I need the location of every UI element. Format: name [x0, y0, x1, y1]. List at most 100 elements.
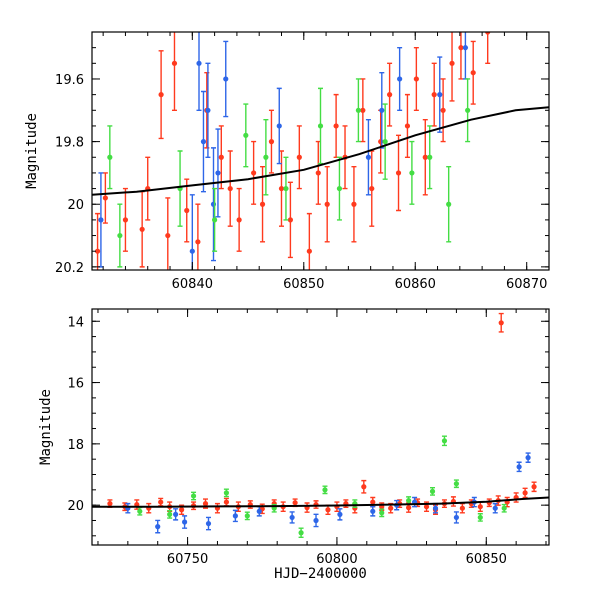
data-point: [287, 217, 294, 223]
data-point: [440, 107, 446, 113]
y-tick-label: 20.2: [55, 261, 84, 276]
data-point: [137, 508, 143, 514]
data-point: [413, 76, 419, 82]
series-2: [107, 78, 471, 268]
data-point: [236, 217, 242, 223]
data-point: [171, 60, 178, 66]
data-point: [498, 320, 504, 326]
data-point: [195, 239, 201, 245]
data-point: [189, 248, 195, 254]
data-point: [427, 154, 433, 160]
data-point: [333, 123, 339, 129]
data-point: [158, 499, 164, 505]
data-point: [283, 185, 289, 192]
y-tick-label: 14: [67, 315, 84, 330]
data-point: [244, 513, 250, 519]
y-tick-label: 19.8: [55, 136, 84, 151]
data-point: [263, 154, 269, 160]
data-point: [296, 154, 302, 160]
top-panel-zoomed-light-curve: 60840 60850 60860 60870 19.6 19.8 20 20.2 Magnit…: [24, 31, 550, 292]
y-axis-title: Magnitude: [38, 389, 54, 465]
data-point: [205, 107, 211, 113]
data-point: [306, 248, 312, 254]
data-point: [173, 511, 179, 517]
data-point: [181, 519, 188, 525]
x-tick-label: 60840: [172, 277, 213, 292]
data-point: [223, 76, 229, 82]
data-point: [324, 201, 330, 207]
data-point: [370, 499, 376, 505]
data-point: [107, 154, 113, 160]
data-point: [453, 514, 460, 521]
data-point: [276, 123, 282, 129]
plot-area: [92, 32, 549, 270]
data-point: [379, 510, 385, 516]
data-point: [210, 201, 217, 207]
data-point: [361, 484, 367, 490]
data-point: [422, 154, 428, 160]
data-point: [256, 508, 262, 514]
data-point: [431, 92, 437, 98]
trend-curve: [92, 106, 549, 196]
data-point: [227, 185, 233, 192]
data-point: [409, 170, 415, 176]
data-point: [406, 497, 412, 504]
data-point: [117, 232, 123, 239]
x-tick-label: 60750: [167, 552, 208, 567]
data-point: [441, 438, 448, 444]
data-point: [122, 217, 129, 223]
data-point: [379, 107, 385, 113]
plot-frame: [91, 308, 550, 546]
plot-frame: [91, 31, 550, 271]
x-tick-label: 60860: [395, 277, 436, 292]
data-point: [315, 170, 321, 176]
x-tick-label: 60870: [506, 277, 547, 292]
data-point: [292, 500, 298, 506]
data-point: [107, 501, 113, 507]
data-point: [232, 513, 238, 519]
data-point: [158, 92, 164, 98]
data-point: [313, 517, 319, 524]
data-point: [202, 501, 209, 507]
data-point: [218, 154, 224, 160]
data-point: [184, 207, 190, 214]
data-point: [432, 505, 439, 511]
data-point: [423, 504, 430, 510]
data-point: [167, 511, 173, 517]
data-point: [365, 154, 372, 160]
data-point: [196, 60, 202, 66]
data-point: [325, 507, 331, 513]
data-point: [336, 185, 343, 192]
y-tick-label: 20: [67, 499, 84, 514]
data-point: [155, 524, 161, 530]
data-point: [459, 505, 465, 511]
data-point: [437, 92, 443, 98]
data-point: [212, 217, 218, 223]
data-point: [462, 45, 469, 51]
data-point: [477, 504, 483, 510]
data-point: [501, 505, 507, 511]
data-point: [215, 170, 221, 176]
data-point: [355, 107, 361, 113]
data-point: [317, 123, 324, 129]
data-point: [322, 487, 328, 493]
data-point: [453, 481, 460, 487]
series-1: [125, 452, 531, 534]
x-tick-label: 60850: [283, 277, 324, 292]
bottom-panel-full-light-curve: 60750 60800 60850 14 16 18 20 Magnitude HJD−2400…: [38, 308, 550, 582]
data-point: [406, 505, 412, 511]
x-axis-title: HJD−2400000: [274, 566, 367, 582]
data-point: [429, 488, 436, 494]
series-2: [137, 435, 507, 539]
series-0: [107, 312, 537, 516]
series-0: [94, 32, 491, 270]
data-point: [378, 139, 384, 145]
data-point: [470, 70, 476, 76]
x-tick-label: 60800: [316, 552, 357, 567]
data-point: [98, 217, 104, 223]
data-point: [298, 530, 304, 536]
data-point: [351, 201, 357, 207]
data-point: [492, 505, 498, 511]
data-point: [477, 514, 483, 521]
data-point: [190, 493, 197, 499]
